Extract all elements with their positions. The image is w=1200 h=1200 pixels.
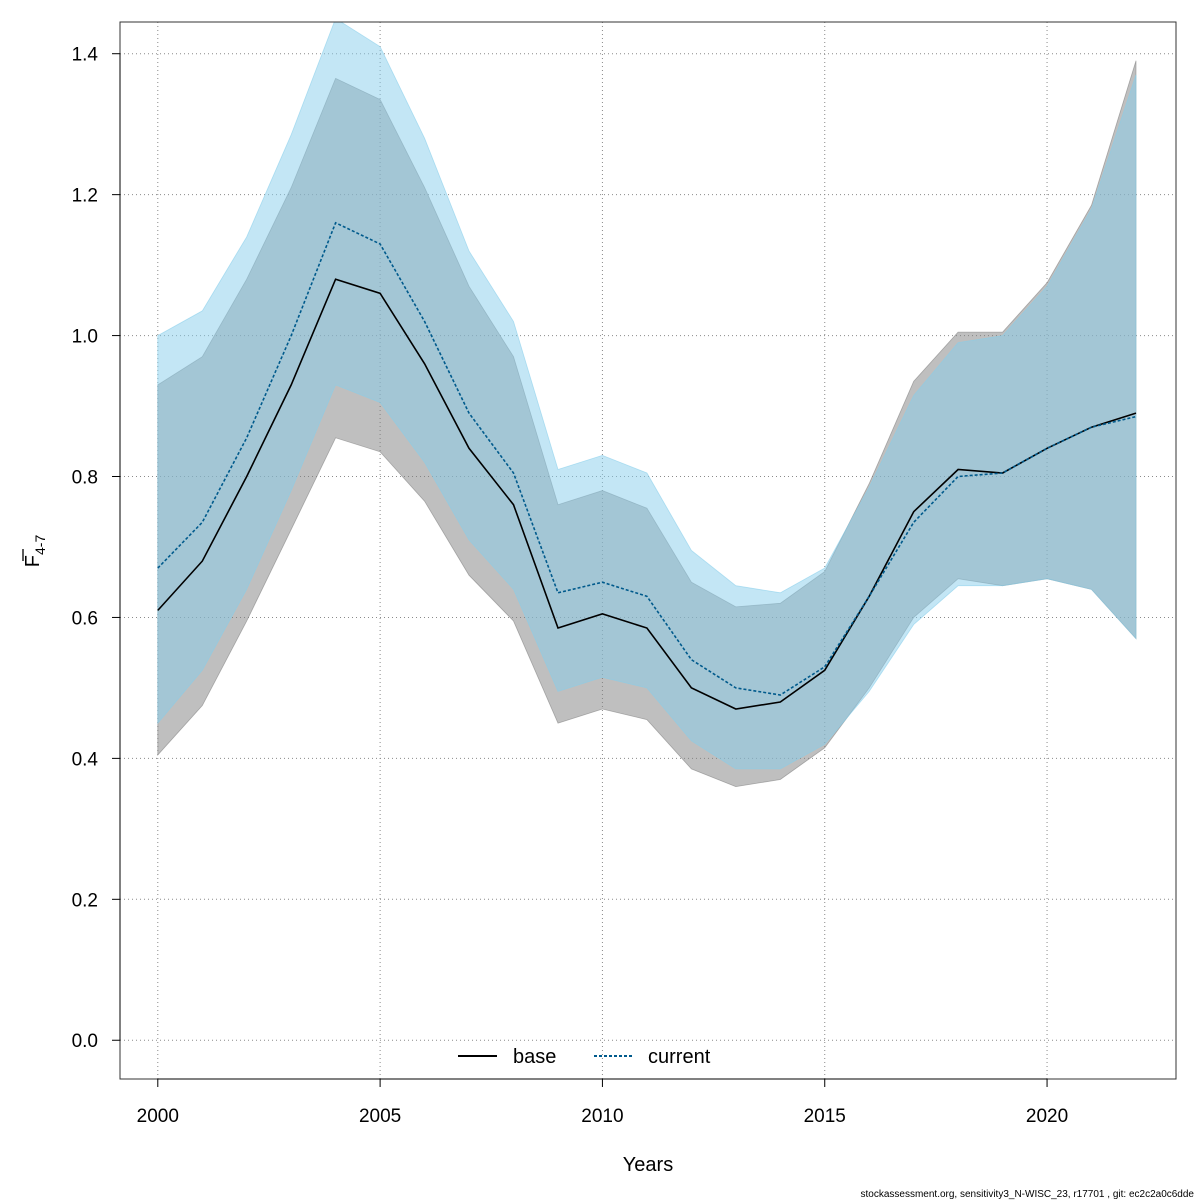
y-tick-label: 0.6 bbox=[72, 608, 98, 629]
x-tick-label: 2010 bbox=[581, 1106, 623, 1127]
y-tick-label: 0.0 bbox=[72, 1031, 98, 1052]
y-tick-label: 1.0 bbox=[72, 327, 98, 348]
y-tick-label: 0.2 bbox=[72, 890, 98, 911]
legend: base current bbox=[458, 1046, 711, 1068]
confidence-bands bbox=[157, 22, 1137, 788]
legend-base-label: base bbox=[513, 1046, 556, 1068]
y-axis-title: F4-7 bbox=[22, 535, 48, 568]
line-current bbox=[157, 221, 1137, 696]
x-tick-label: 2000 bbox=[137, 1106, 179, 1127]
series-lines bbox=[157, 221, 1137, 710]
x-axis-title: Years bbox=[623, 1154, 673, 1176]
y-tick-label: 0.8 bbox=[72, 468, 98, 489]
line-base bbox=[157, 278, 1137, 710]
y-axis-title-main: F bbox=[22, 555, 44, 567]
y-tick-label: 1.2 bbox=[72, 186, 98, 207]
y-axis-title-sub: 4-7 bbox=[32, 535, 48, 555]
svg-text:F4-7: F4-7 bbox=[22, 535, 48, 568]
y-tick-label: 0.4 bbox=[72, 749, 99, 770]
band-current bbox=[157, 22, 1137, 770]
axes: 2000 2005 2010 2015 2020 0.0 0.2 0.4 0.6 0.8 1.0 1.… bbox=[72, 45, 1069, 1127]
x-tick-label: 2020 bbox=[1026, 1106, 1068, 1127]
y-tick-label: 1.4 bbox=[72, 45, 99, 66]
footer-note: stockassessment.org, sensitivity3_N-WISC… bbox=[861, 1189, 1195, 1200]
x-tick-label: 2005 bbox=[359, 1106, 401, 1127]
x-tick-label: 2015 bbox=[804, 1106, 846, 1127]
legend-current-label: current bbox=[648, 1046, 711, 1068]
